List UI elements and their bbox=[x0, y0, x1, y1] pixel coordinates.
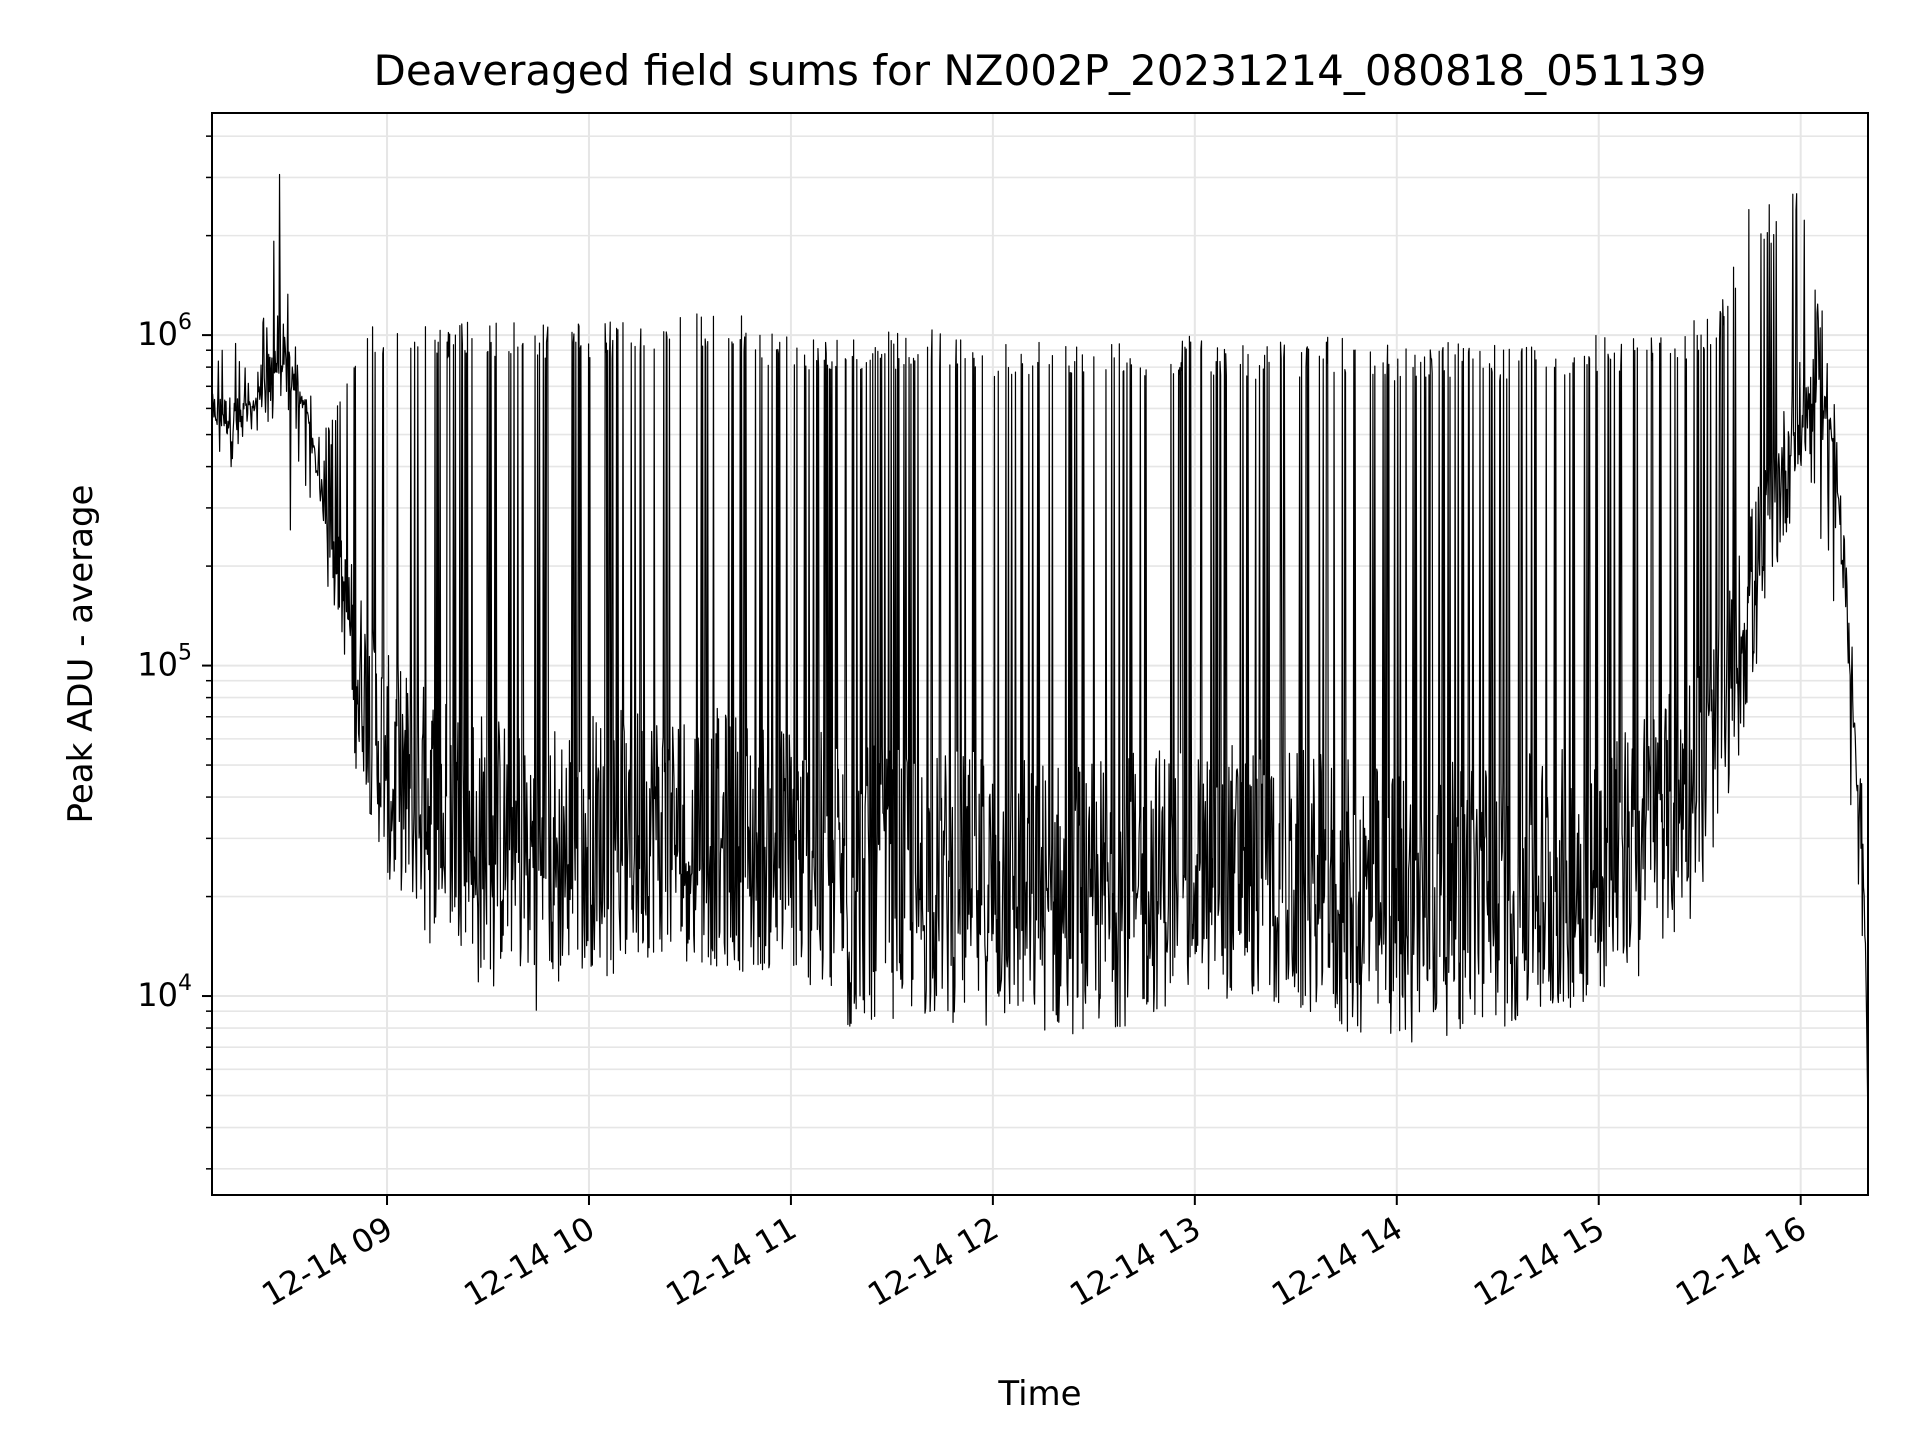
y-tick-label: 105 bbox=[137, 641, 192, 684]
x-tick-label: 12-14 12 bbox=[861, 1209, 1005, 1314]
series-layer bbox=[211, 173, 1869, 1128]
y-axis-label: Peak ADU - average bbox=[61, 485, 101, 824]
x-tick-label: 12-14 11 bbox=[659, 1209, 803, 1314]
x-axis-label: Time bbox=[997, 1374, 1081, 1414]
y-tick-label: 106 bbox=[137, 310, 192, 353]
x-tick-label: 12-14 15 bbox=[1467, 1209, 1611, 1314]
x-axis: 12-14 09 12-14 10 12-14 11 12-14 12 12-14 13… bbox=[255, 1195, 1813, 1314]
x-tick-label: 12-14 16 bbox=[1669, 1209, 1813, 1314]
y-tick-label: 104 bbox=[137, 971, 192, 1014]
x-tick-label: 12-14 13 bbox=[1063, 1209, 1207, 1314]
x-tick-label: 12-14 10 bbox=[457, 1209, 601, 1314]
series-line bbox=[211, 173, 1869, 1128]
x-tick-label: 12-14 09 bbox=[255, 1209, 399, 1314]
chart-title: Deaveraged field sums for NZ002P_2023121… bbox=[374, 46, 1707, 95]
y-axis: 104 105 106 bbox=[137, 135, 212, 1170]
x-tick-label: 12-14 14 bbox=[1265, 1209, 1409, 1314]
plot-frame bbox=[211, 112, 1869, 1196]
